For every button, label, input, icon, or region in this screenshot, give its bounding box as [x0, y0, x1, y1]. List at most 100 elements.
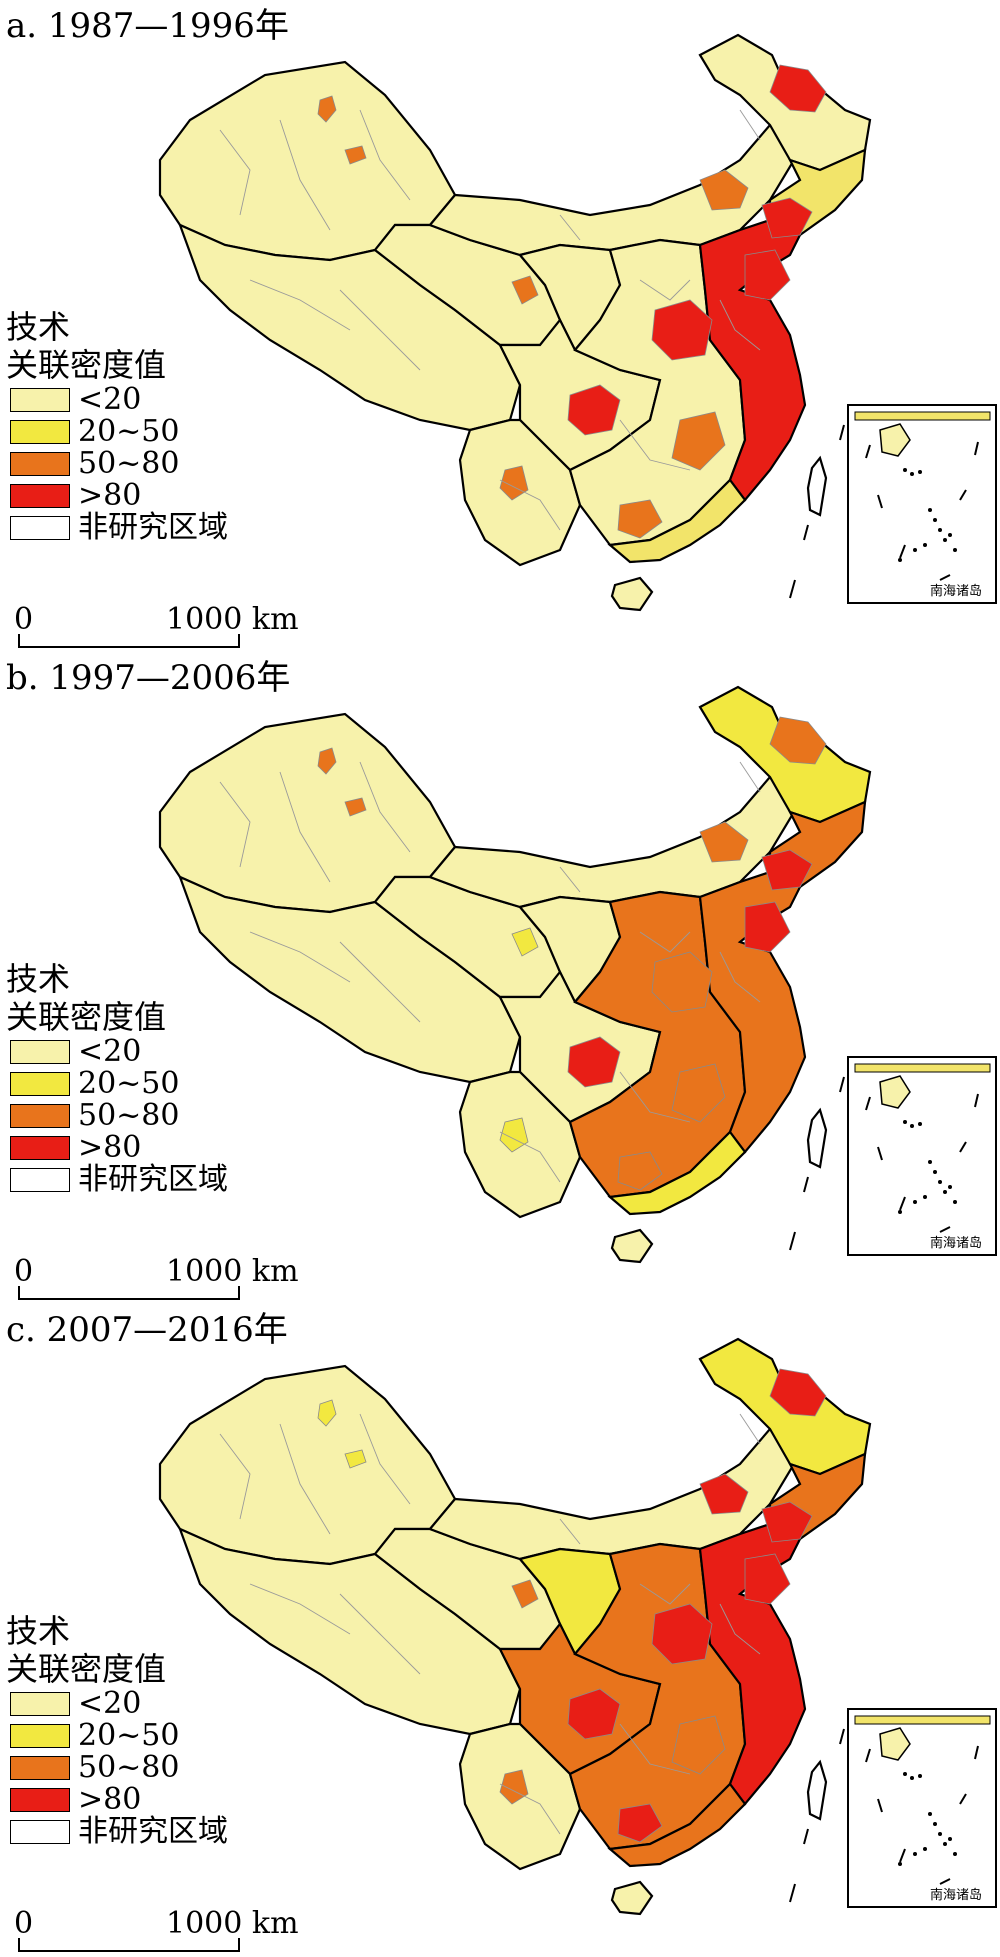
- legend-title-line2: 关联密度值: [6, 1650, 167, 1688]
- legend-swatch: [10, 1072, 70, 1096]
- province-hainan: [610, 576, 654, 612]
- province-hainan: [610, 1880, 654, 1916]
- scale-zero-label: 0: [14, 1906, 34, 1941]
- legend-swatch: [10, 452, 70, 476]
- island-dots: [898, 1120, 957, 1214]
- south-sea-inset: 南海诸岛: [847, 1056, 997, 1256]
- legend-swatch: [10, 420, 70, 444]
- scale-bar: 0 1000 km: [6, 1256, 306, 1302]
- legend: 技术 关联密度值 <20 20~50 50~80 >80 非研究区域: [6, 1612, 306, 1848]
- legend-item: 20~50: [6, 1068, 306, 1100]
- region-hotspot: [317, 95, 337, 123]
- hotspot-layer: [317, 64, 827, 539]
- legend-item: 非研究区域: [6, 512, 306, 544]
- region-hotspot: [671, 1063, 726, 1123]
- scale-zero-label: 0: [14, 602, 34, 637]
- legend-label: >80: [78, 478, 142, 513]
- legend-item: 20~50: [6, 416, 306, 448]
- province-eastcoast: [698, 1522, 807, 1806]
- region-hotspot: [651, 1603, 713, 1665]
- legend-title-line1: 技术: [6, 308, 71, 346]
- inset-frame: [847, 1056, 997, 1256]
- internal-boundaries: [219, 1413, 761, 1835]
- legend-swatch: [10, 1820, 70, 1844]
- legend: 技术 关联密度值 <20 20~50 50~80 >80 非研究区域: [6, 308, 306, 544]
- province-guangdong: [607, 1130, 747, 1216]
- legend-label: 20~50: [78, 1718, 180, 1753]
- legend-swatch: [10, 484, 70, 508]
- legend-label: 50~80: [78, 1098, 180, 1133]
- province-tibet: [178, 1526, 522, 1736]
- legend-swatch: [10, 1692, 70, 1716]
- region-hotspot: [699, 1473, 749, 1515]
- scale-zero-label: 0: [14, 1254, 34, 1289]
- legend-label: 20~50: [78, 1066, 180, 1101]
- legend-swatch: [10, 1040, 70, 1064]
- region-hotspot: [651, 299, 713, 361]
- island-dots: [898, 1772, 957, 1866]
- legend-label: >80: [78, 1130, 142, 1165]
- legend-item: 非研究区域: [6, 1816, 306, 1848]
- region-hotspot: [317, 1399, 337, 1427]
- legend-label: >80: [78, 1782, 142, 1817]
- inset-frame: [847, 1708, 997, 1908]
- legend-swatch: [10, 1168, 70, 1192]
- panel-title: a. 1987—1996年: [6, 6, 289, 46]
- province-taiwan: [806, 1759, 828, 1821]
- legend-title-line2: 关联密度值: [6, 346, 167, 384]
- region-hotspot: [567, 1036, 621, 1088]
- dash-line: [865, 1745, 979, 1885]
- scale-line: [18, 1938, 240, 1952]
- legend-swatch: [10, 1788, 70, 1812]
- coast-dashes: [789, 1728, 845, 1903]
- legend-swatch: [10, 1104, 70, 1128]
- region-hotspot: [617, 1803, 663, 1843]
- legend-item: 20~50: [6, 1720, 306, 1752]
- legend-item: <20: [6, 1688, 306, 1720]
- legend-title-line2: 关联密度值: [6, 998, 167, 1036]
- map-panel-3: 南海诸岛 c. 2007—2016年 技术 关联密度值 <20 20~50 50…: [0, 1304, 1000, 1956]
- legend-swatch: [10, 1756, 70, 1780]
- province-eastcoast: [698, 218, 807, 502]
- region-hotspot: [567, 1688, 621, 1740]
- inset-hainan: [879, 1727, 911, 1761]
- region-hotspot: [769, 64, 827, 113]
- legend-swatch: [10, 388, 70, 412]
- region-hotspot: [344, 797, 367, 817]
- legend-swatch: [10, 516, 70, 540]
- region-hotspot: [344, 1449, 367, 1469]
- legend-item: 非研究区域: [6, 1164, 306, 1196]
- south-sea-inset: 南海诸岛: [847, 404, 997, 604]
- legend-title-line1: 技术: [6, 1612, 71, 1650]
- region-hotspot: [761, 1501, 813, 1543]
- map-panel-1: 南海诸岛 a. 1987—1996年 技术 关联密度值 <20 20~50 50…: [0, 0, 1000, 652]
- region-hotspot: [671, 1715, 726, 1775]
- province-hainan: [610, 1228, 654, 1264]
- legend-item: >80: [6, 1132, 306, 1164]
- legend-label: 非研究区域: [78, 1162, 228, 1197]
- region-hotspot: [567, 384, 621, 436]
- internal-boundaries: [219, 761, 761, 1183]
- china-map: 南海诸岛: [158, 1337, 997, 1916]
- province-tibet: [178, 874, 522, 1084]
- legend-label: 非研究区域: [78, 1814, 228, 1849]
- panel-title: b. 1997—2006年: [6, 658, 291, 698]
- inset-frame: [847, 404, 997, 604]
- legend: 技术 关联密度值 <20 20~50 50~80 >80 非研究区域: [6, 960, 306, 1196]
- inset-mainland: [854, 411, 991, 421]
- region-hotspot: [744, 1553, 791, 1605]
- hotspot-layer: [317, 716, 827, 1191]
- province-tibet: [178, 222, 522, 432]
- province-eastcoast: [698, 870, 807, 1154]
- scale-bar: 0 1000 km: [6, 1908, 306, 1954]
- legend-label: <20: [78, 1034, 142, 1069]
- region-hotspot: [699, 821, 749, 863]
- china-map: 南海诸岛: [158, 685, 997, 1264]
- region-hotspot: [499, 465, 529, 501]
- province-guangdong: [607, 478, 747, 564]
- dash-line: [865, 441, 979, 581]
- legend-item: >80: [6, 1784, 306, 1816]
- legend-item: 50~80: [6, 448, 306, 480]
- map-panel-2: 南海诸岛 b. 1997—2006年 技术 关联密度值 <20 20~50 50…: [0, 652, 1000, 1304]
- region-hotspot: [744, 249, 791, 301]
